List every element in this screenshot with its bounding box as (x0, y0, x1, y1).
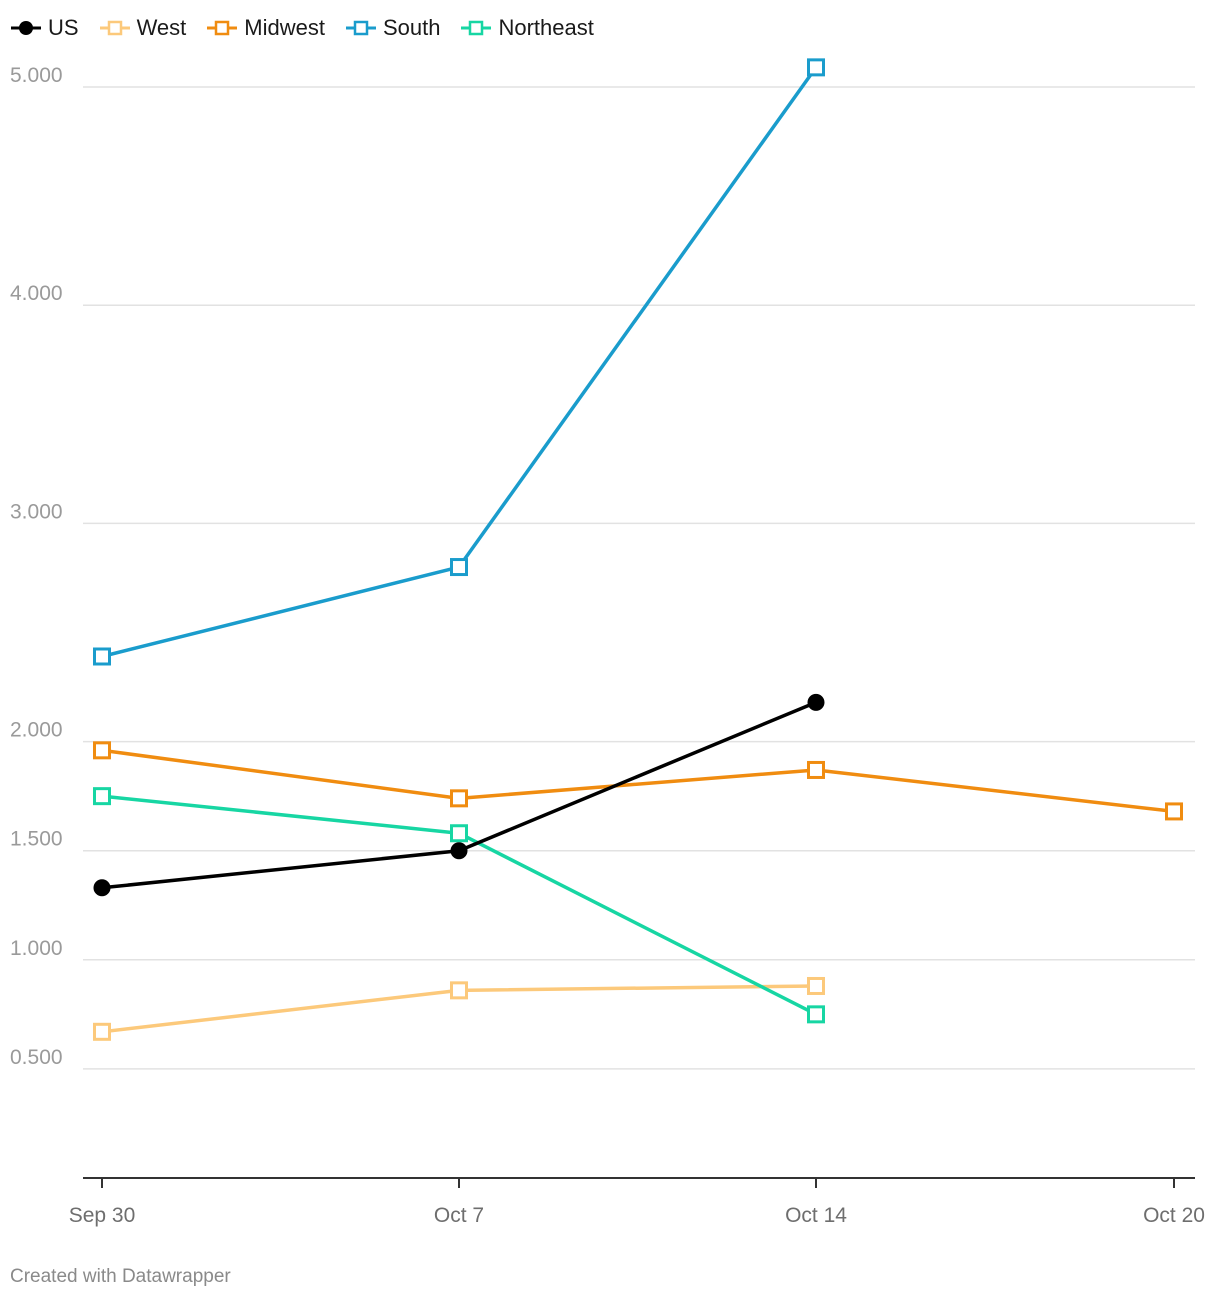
data-point-us-oct-7[interactable] (450, 842, 468, 860)
x-tick-label: Oct 14 (785, 1204, 847, 1227)
series-line-midwest (100, 748, 1176, 814)
y-tick-label: 3.000 (10, 500, 63, 523)
legend-label: Northeast (498, 15, 594, 40)
x-tick-label: Sep 30 (69, 1204, 136, 1227)
legend-key-midwest (207, 20, 238, 36)
data-point-south-sep-30[interactable] (93, 647, 111, 666)
data-point-northeast-oct-7[interactable] (450, 824, 468, 843)
x-axis: Sep 30 Oct 7 Oct 14 Oct 20 (69, 1177, 1205, 1227)
y-tick-label: 4.000 (10, 282, 63, 305)
legend-item-south[interactable]: South (345, 15, 441, 41)
data-point-midwest-oct-7[interactable] (450, 789, 468, 808)
y-tick-label: 1.500 (10, 828, 63, 851)
data-point-south-oct-14[interactable] (807, 58, 825, 77)
data-point-south-oct-7[interactable] (450, 558, 468, 577)
data-point-northeast-sep-30[interactable] (93, 787, 111, 806)
series-west (93, 976, 825, 1041)
data-point-us-oct-14[interactable] (807, 693, 825, 711)
x-tick-label: Oct 20 (1143, 1204, 1205, 1227)
series-midwest (93, 741, 1183, 821)
y-tick-label: 0.500 (10, 1046, 63, 1069)
legend-label: US (48, 15, 79, 40)
legend-label: South (382, 15, 441, 40)
legend-label: West (136, 15, 187, 40)
data-point-midwest-oct-14[interactable] (807, 760, 825, 779)
credit-text: Created with Datawrapper (10, 1266, 231, 1287)
series-south (93, 58, 825, 666)
y-tick-label: 2.000 (10, 719, 63, 742)
data-point-midwest-sep-30[interactable] (93, 741, 111, 760)
data-point-northeast-oct-14[interactable] (807, 1005, 825, 1024)
legend-item-northeast[interactable]: Northeast (460, 15, 594, 41)
legend-key-west (99, 20, 130, 36)
series-us (93, 693, 825, 897)
legend-key-us (11, 21, 41, 35)
x-tick-label: Oct 7 (434, 1204, 484, 1227)
data-point-west-sep-30[interactable] (93, 1022, 111, 1041)
legend-item-west[interactable]: West (99, 15, 187, 41)
y-tick-label: 1.000 (10, 937, 63, 960)
legend-item-midwest[interactable]: Midwest (206, 15, 325, 41)
y-tick-label: 5.000 (10, 64, 63, 87)
series-northeast (93, 787, 825, 1024)
legend-key-south (345, 20, 376, 36)
legend-key-northeast (461, 20, 492, 36)
chart-legend: US West Midwest South Northeast (10, 12, 594, 44)
data-point-west-oct-14[interactable] (807, 976, 825, 995)
series-lines (93, 58, 1183, 1041)
data-point-us-sep-30[interactable] (93, 879, 111, 897)
data-point-west-oct-7[interactable] (450, 981, 468, 1000)
legend-label: Midwest (244, 15, 325, 40)
data-point-midwest-oct-20[interactable] (1165, 802, 1183, 821)
gridlines: 0.500 1.000 1.500 2.000 3.000 4.000 5.000 (10, 64, 1195, 1070)
legend-item-us[interactable]: US (10, 15, 79, 41)
